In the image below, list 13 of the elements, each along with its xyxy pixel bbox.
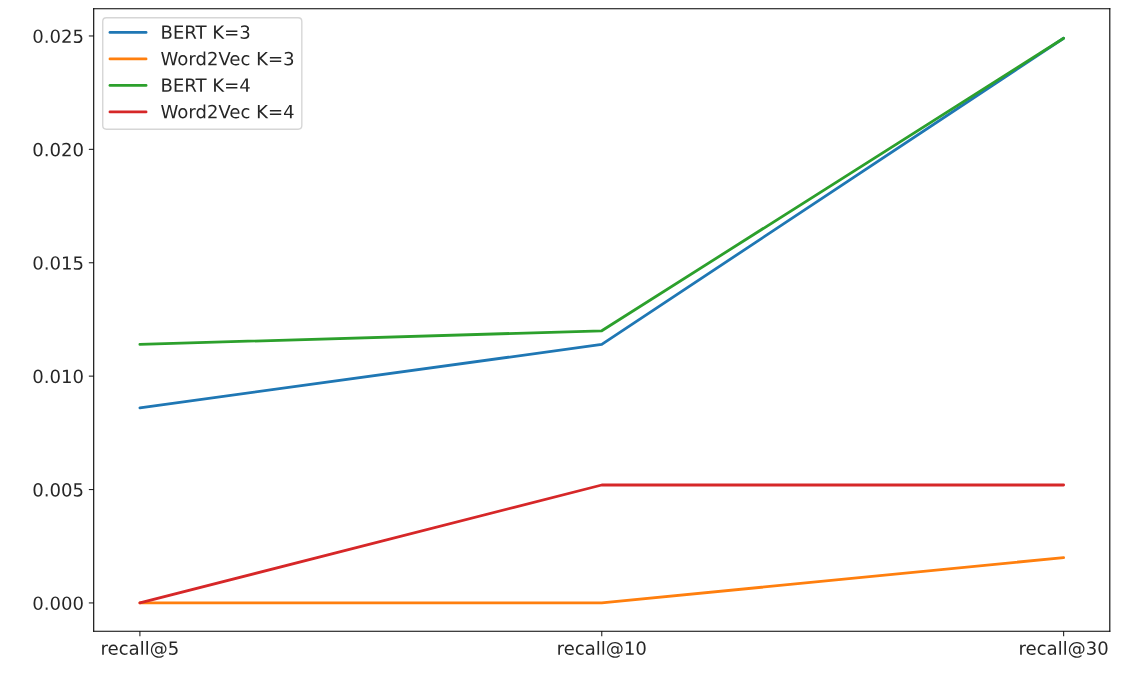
legend-label: Word2Vec K=3 [161,51,294,66]
y-tick-label: 0.020 [33,142,83,157]
legend-label: Word2Vec K=4 [161,104,294,119]
legend-label: BERT K=3 [162,25,250,39]
y-tick-label: 0.005 [33,482,83,497]
y-tick-label: 0.025 [33,29,83,44]
legend-label: BERT K=4 [162,78,250,92]
y-tick-label: 0.015 [33,256,83,270]
x-tick-label: recall@10 [558,641,646,658]
x-tick-label: recall@30 [1020,641,1108,658]
x-tick-label: recall@5 [102,641,178,658]
y-tick-label: 0.000 [33,596,83,611]
y-tick-label: 0.010 [33,369,83,384]
